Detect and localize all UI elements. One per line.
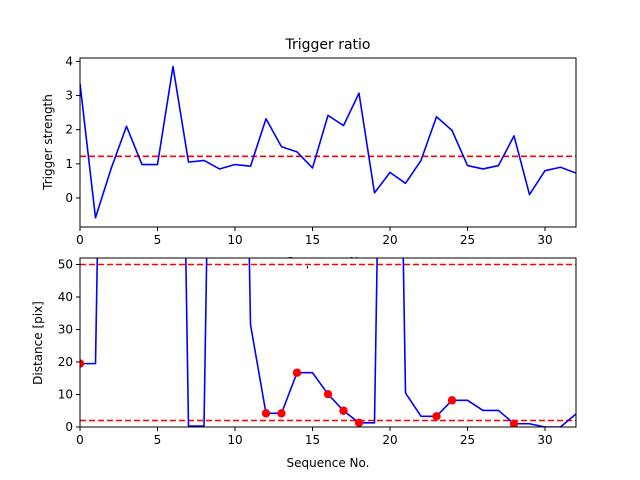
- distance-y-tick-label: 10: [58, 388, 73, 402]
- trigger-ratio-plot-area: [80, 65, 576, 219]
- distance-marker-point: [80, 359, 85, 368]
- trigger-ratio-y-tick-label: 0: [65, 191, 73, 205]
- distance-frame: [79, 257, 577, 428]
- distance-x-tick-label: 30: [537, 433, 552, 447]
- distance-marker-point: [354, 418, 364, 427]
- distance-marker-point: [261, 409, 271, 418]
- trigger-ratio-title: Trigger ratio: [284, 37, 370, 53]
- distance-plot-area: [80, 258, 576, 427]
- distance-x-tick-label: 25: [460, 433, 475, 447]
- trigger-ratio-x-tick-label: 25: [460, 233, 475, 247]
- trigger-ratio-y-tick-label: 4: [65, 54, 73, 68]
- distance-y-tick-label: 50: [58, 258, 73, 272]
- distance-x-tick-label: 15: [305, 433, 320, 447]
- distance-y-tick-label: 40: [58, 290, 73, 304]
- distance-marker-point: [447, 396, 457, 405]
- distance-x-tick-label: 0: [76, 433, 84, 447]
- trigger-ratio-y-axis-label: Trigger strength: [41, 94, 55, 191]
- distance-x-tick-label: 10: [227, 433, 242, 447]
- distance-marker-point: [509, 419, 519, 427]
- trigger-ratio-series-line: [80, 65, 576, 219]
- distance-y-tick-label: 30: [58, 323, 73, 337]
- distance-y-axis-label: Distance [pix]: [31, 301, 45, 385]
- distance-x-tick-label: 5: [154, 433, 162, 447]
- distance-ticks: 0 5 10 15 20 25 30 0 10 20 30 40 50: [58, 258, 553, 448]
- trigger-ratio-x-tick-label: 20: [382, 233, 397, 247]
- trigger-ratio-x-tick-label: 10: [227, 233, 242, 247]
- distance-y-tick-label: 0: [65, 420, 73, 434]
- trigger-ratio-frame: [79, 57, 577, 228]
- distance-marker-point: [277, 409, 286, 418]
- distance-x-tick-label: 20: [382, 433, 397, 447]
- trigger-ratio-y-tick-label: 2: [65, 123, 73, 137]
- trigger-ratio-y-tick-label: 1: [65, 157, 73, 171]
- distance-axes-background: [80, 258, 576, 266]
- distance-marker-point: [323, 389, 333, 399]
- distance-marker-point: [339, 406, 348, 415]
- distance-x-axis-label: Sequence No.: [287, 456, 370, 470]
- distance-marker-point: [432, 412, 441, 421]
- distance-y-tick-label: 20: [58, 355, 73, 369]
- trigger-ratio-x-tick-label: 30: [537, 233, 552, 247]
- trigger-ratio-x-tick-label: 0: [76, 233, 84, 247]
- distance-axes: 0 5 10 15 20 25 30 0 10 20 30 40 50 Sequence No. Dis…: [31, 257, 577, 470]
- trigger-ratio-y-tick-label: 3: [65, 89, 73, 103]
- trigger-ratio-x-tick-label: 15: [305, 233, 320, 247]
- trigger-ratio-ticks: 0 5 10 15 20 25 30 0 1 2 3 4: [65, 54, 552, 247]
- distance-marker-point: [292, 368, 302, 377]
- trigger-ratio-x-tick-label: 5: [154, 233, 162, 247]
